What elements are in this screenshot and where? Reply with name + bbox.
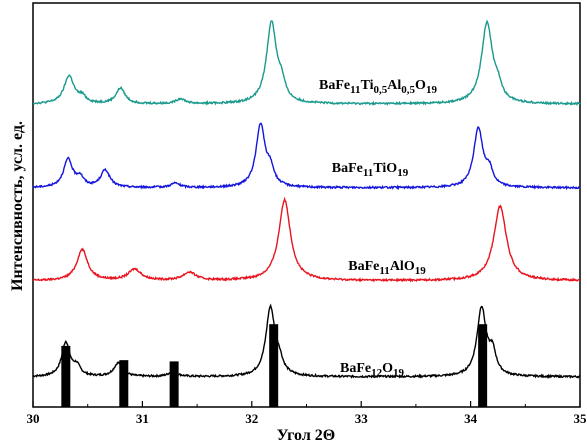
series-label-BaFe11TiO19: BaFe11TiO19 xyxy=(332,161,409,179)
x-axis-ticks: 30 31 32 33 34 35 xyxy=(27,401,587,426)
reference-bars xyxy=(61,324,488,407)
reference-bar xyxy=(119,360,129,407)
series-line-BaFe11Ti0,5Al0,5O19 xyxy=(32,19,581,107)
x-tick-label-33: 33 xyxy=(355,411,369,426)
reference-bar xyxy=(169,361,179,407)
reference-bar xyxy=(269,324,279,407)
reference-bar xyxy=(478,324,488,407)
plot-frame xyxy=(32,2,581,408)
x-tick-label-32: 32 xyxy=(245,411,258,426)
series-label-BaFe11AlO19: BaFe11AlO19 xyxy=(348,259,426,277)
x-axis-title: Угол 2Θ xyxy=(277,427,336,443)
x-tick-label-30: 30 xyxy=(27,411,40,426)
series-label-BaFe12O19: BaFe12O19 xyxy=(340,361,405,379)
y-axis-title: Интенсивность, усл. ед. xyxy=(9,121,26,291)
x-tick-label-35: 35 xyxy=(574,411,587,426)
x-tick-label-34: 34 xyxy=(464,411,478,426)
series-line-BaFe12O19 xyxy=(32,303,581,380)
series-label-BaFe11Ti0,5Al0,5O19: BaFe11Ti0,5Al0,5O19 xyxy=(319,78,437,96)
x-tick-label-31: 31 xyxy=(136,411,149,426)
series-lines xyxy=(32,19,581,380)
series-line-BaFe11TiO19 xyxy=(32,122,581,191)
series-labels: BaFe12O19 BaFe11AlO19 BaFe11TiO19 BaFe11Ti0… xyxy=(319,78,437,379)
reference-bar xyxy=(61,345,71,407)
series-line-BaFe11AlO19 xyxy=(32,196,581,283)
